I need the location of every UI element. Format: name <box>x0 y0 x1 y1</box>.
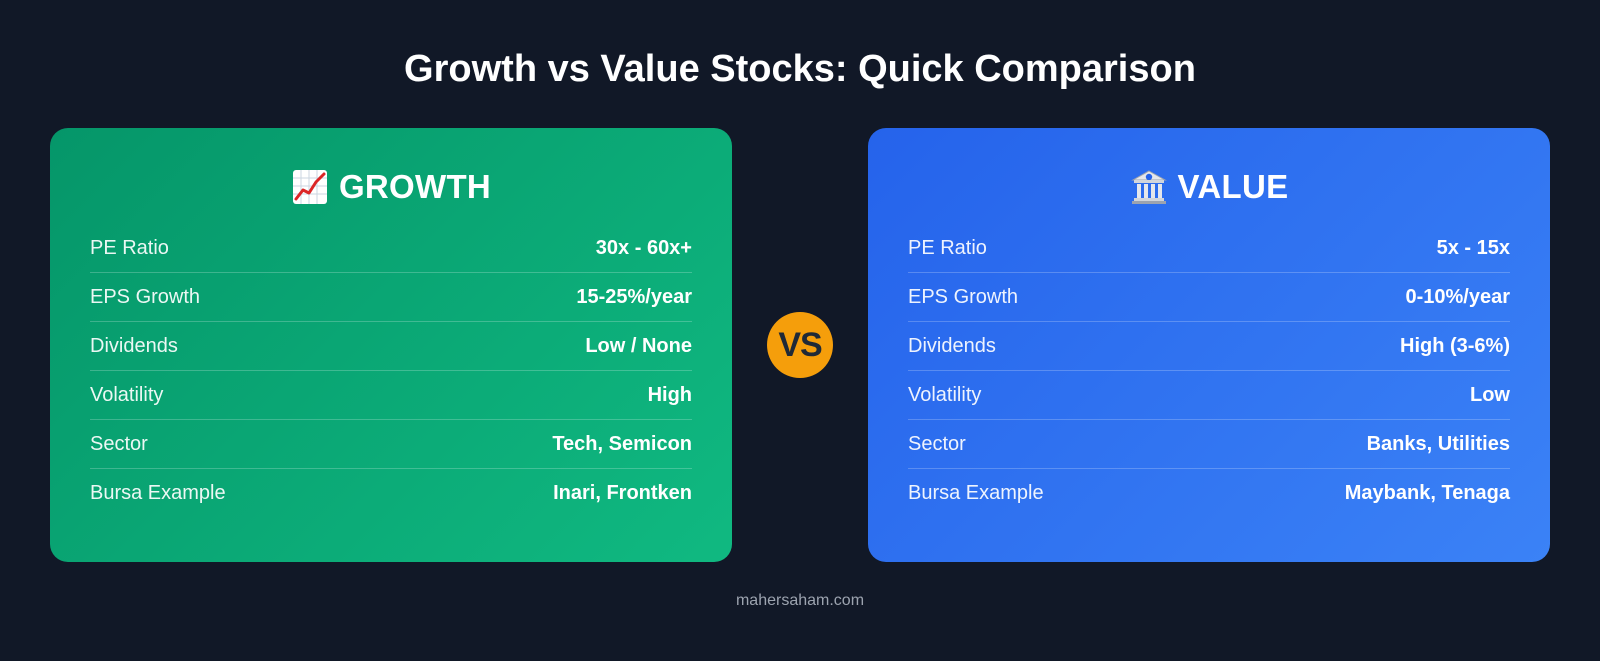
list-item: EPS Growth 0-10%/year <box>908 273 1510 322</box>
list-item: Bursa Example Inari, Frontken <box>90 469 692 517</box>
value-card: VALUE PE Ratio 5x - 15x EPS Growth 0-10%… <box>868 128 1550 562</box>
list-item: Sector Tech, Semicon <box>90 420 692 469</box>
metric-label: Bursa Example <box>90 481 226 504</box>
list-item: Dividends Low / None <box>90 322 692 371</box>
metric-value: Inari, Frontken <box>553 481 692 504</box>
metric-label: EPS Growth <box>90 285 201 308</box>
list-item: Dividends High (3-6%) <box>908 322 1510 371</box>
value-card-title: VALUE <box>1177 168 1289 205</box>
list-item: EPS Growth 15-25%/year <box>90 273 692 322</box>
growth-card-title: GROWTH <box>338 168 492 205</box>
metric-label: EPS Growth <box>908 285 1019 308</box>
metric-value: High <box>647 383 692 406</box>
list-item: PE Ratio 5x - 15x <box>908 224 1510 273</box>
metric-value: Low / None <box>585 334 692 357</box>
footer-source: mahersaham.com <box>735 592 865 609</box>
bank-icon <box>1130 168 1168 206</box>
list-item: Volatility Low <box>908 371 1510 420</box>
vs-badge: VS <box>767 312 833 378</box>
list-item: Sector Banks, Utilities <box>908 420 1510 469</box>
metric-label: Bursa Example <box>908 481 1044 504</box>
value-metrics-list: PE Ratio 5x - 15x EPS Growth 0-10%/year … <box>908 224 1510 517</box>
value-card-header: VALUE <box>908 164 1510 210</box>
metric-label: Volatility <box>908 383 982 406</box>
metric-value: 5x - 15x <box>1436 236 1510 259</box>
growth-card: GROWTH PE Ratio 30x - 60x+ EPS Growth 15… <box>50 128 732 562</box>
metric-label: Sector <box>90 432 148 455</box>
list-item: Bursa Example Maybank, Tenaga <box>908 469 1510 517</box>
metric-value: Banks, Utilities <box>1366 432 1510 455</box>
list-item: Volatility High <box>90 371 692 420</box>
metric-value: 15-25%/year <box>576 285 692 308</box>
page-title: Growth vs Value Stocks: Quick Comparison <box>404 48 1196 90</box>
metric-label: PE Ratio <box>908 236 987 259</box>
metric-value: Low <box>1470 383 1510 406</box>
metric-label: Dividends <box>908 334 996 357</box>
metric-value: Tech, Semicon <box>552 432 692 455</box>
metric-value: 0-10%/year <box>1405 285 1510 308</box>
metric-value: 30x - 60x+ <box>595 236 692 259</box>
chart-increasing-icon <box>291 168 329 206</box>
metric-label: Volatility <box>90 383 164 406</box>
metric-value: Maybank, Tenaga <box>1344 481 1510 504</box>
metric-label: Dividends <box>90 334 178 357</box>
growth-card-header: GROWTH <box>90 164 692 210</box>
metric-label: Sector <box>908 432 966 455</box>
metric-value: High (3-6%) <box>1400 334 1510 357</box>
list-item: PE Ratio 30x - 60x+ <box>90 224 692 273</box>
metric-label: PE Ratio <box>90 236 169 259</box>
growth-metrics-list: PE Ratio 30x - 60x+ EPS Growth 15-25%/ye… <box>90 224 692 517</box>
